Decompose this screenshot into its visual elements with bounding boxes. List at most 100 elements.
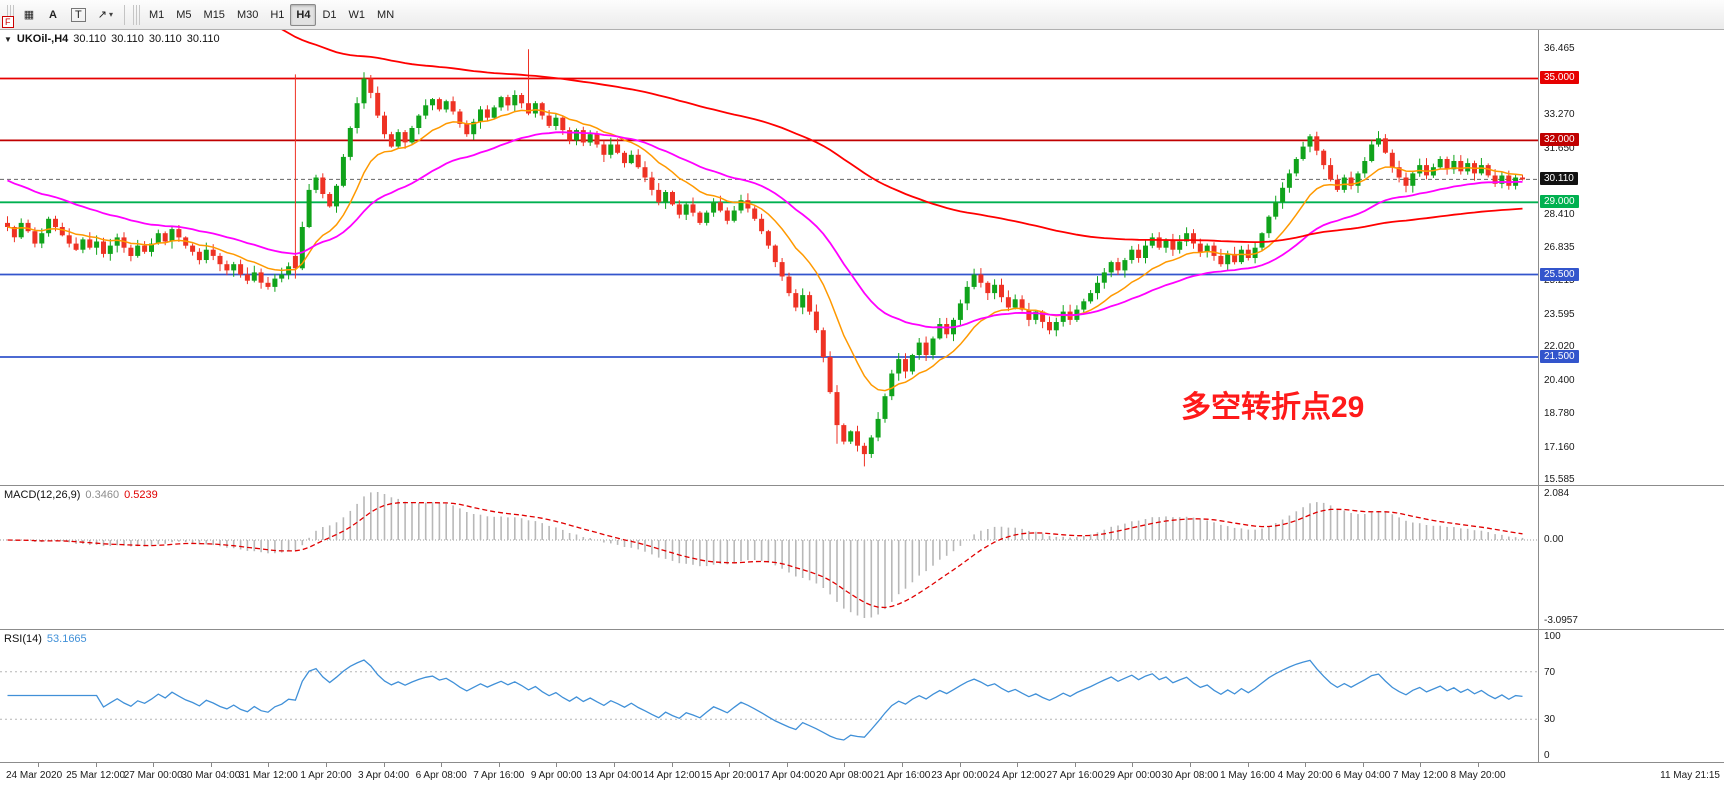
time-axis-tick [671,763,673,767]
price-axis-label: 23.595 [1544,308,1575,320]
chart-header: ▼ UKOil-,H4 30.110 30.110 30.110 30.110 [4,33,220,45]
time-axis-tick [902,763,903,767]
time-axis-label: 17 Apr 04:00 [758,770,816,781]
hline-price-badge: 21.500 [1540,350,1579,364]
ma-slow-line [281,30,1523,244]
text-label-tool-button[interactable]: A [41,4,65,26]
toolbar-separator [123,4,125,25]
time-axis-label: 31 Mar 12:00 [238,770,298,781]
time-axis-tick [556,763,558,767]
rsi-axis-label: 70 [1544,666,1556,678]
text-tool-button[interactable]: T [65,4,92,26]
macd-canvas [0,486,1538,629]
high-value: 30.110 [111,33,144,45]
rsi-axis-label: 30 [1544,714,1556,726]
time-axis-tick [210,763,212,767]
time-axis-tick [1362,763,1364,767]
time-axis-label: 27 Mar 00:00 [123,770,183,781]
time-axis-tick [1478,763,1479,767]
drawing-tools-group: ▦ A T ↗ ▾ [17,4,119,26]
price-axis-label: 28.410 [1544,209,1575,221]
price-axis-label: 26.835 [1544,241,1575,253]
macd-axis[interactable]: 2.084 0.00 -3.0957 [1538,486,1608,629]
collapse-chevron-icon[interactable]: ▼ [4,34,12,44]
text-tool-icon: T [71,7,86,22]
price-axis[interactable]: 36.465 33.270 31.650 28.410 26.835 25.215 23.5… [1538,30,1608,485]
timeframe-w1-button[interactable]: W1 [348,8,366,21]
current-price-badge: 30.110 [1540,172,1578,186]
hline-price-badge: 25.500 [1540,267,1579,281]
chevron-down-icon: ▾ [108,10,113,19]
time-axis-label: 1 May 16:00 [1220,770,1276,781]
time-axis[interactable]: 24 Mar 2020 25 Mar 12:00 27 Mar 00:00 30 Ma… [0,763,1724,793]
rsi-line [7,659,1523,741]
macd-histogram [13,492,1524,618]
time-axis-label: 24 Mar 2020 [6,770,63,781]
macd-pane[interactable]: MACD(12,26,9) 0.3460 0.5239 2.084 0.00 -3.… [0,486,1724,630]
time-axis-tick [326,763,327,767]
fast-nav-tab[interactable]: F [2,16,14,28]
time-axis-label: 25 Mar 12:00 [66,770,126,781]
rsi-axis-label: 100 [1544,631,1561,642]
timeframe-h1-button[interactable]: H1 [270,8,285,21]
time-axis-label: 21 Apr 16:00 [873,770,931,781]
time-axis-label: 29 Apr 00:00 [1104,770,1161,781]
timeframe-m30-button[interactable]: M30 [236,8,259,21]
macd-signal-value: 0.5239 [124,489,158,501]
timeframe-m1-button[interactable]: M1 [148,8,165,21]
rsi-axis-label: 0 [1544,750,1550,761]
time-axis-tick [498,763,500,767]
ma-fast-line [7,109,1523,392]
rsi-header: RSI(14) 53.1665 [4,633,87,645]
timeframe-m5-button[interactable]: M5 [176,8,192,21]
time-axis-tick [38,763,39,767]
hline-price-badge: 35.000 [1540,71,1579,85]
time-axis-tick [959,763,961,767]
timeframes-group: M1 M5 M15 M30 H1 H4 D1 W1 MN [143,3,400,26]
chart-grid-icon: ▦ [23,9,35,21]
time-axis-label: 30 Apr 08:00 [1161,770,1219,781]
price-axis-label: 20.400 [1544,374,1575,386]
toolbar-grip[interactable] [7,4,14,25]
time-axis-label: 3 Apr 04:00 [358,770,410,781]
price-chart-canvas[interactable]: 多空转折点29 [0,30,1538,486]
main-chart-pane[interactable]: 多空转折点29 ▼ UKOil-,H4 30.110 30.110 30.110… [0,30,1724,486]
timeframe-m15-button[interactable]: M15 [203,8,225,21]
chart-grid-button[interactable]: ▦ [17,4,41,26]
time-axis-tick [1305,763,1307,767]
low-value: 30.110 [148,33,182,45]
horizontal-lines[interactable] [0,77,1538,358]
timeframe-d1-button[interactable]: D1 [322,8,337,21]
time-axis-tick [383,763,385,767]
price-axis-label: 15.585 [1544,474,1575,486]
time-axis-tick [1190,763,1191,767]
price-axis-label: 17.160 [1544,441,1575,453]
rsi-axis[interactable]: 100 70 30 0 [1538,630,1608,762]
macd-axis-label: 0.00 [1544,533,1564,545]
time-axis-label: 15 Apr 20:00 [700,770,758,781]
macd-header: MACD(12,26,9) 0.3460 0.5239 [4,489,158,501]
timeframe-mn-button[interactable]: MN [377,8,395,21]
time-axis-tick [153,763,155,767]
rsi-title: RSI(14) [4,633,42,645]
macd-axis-label: 2.084 [1544,488,1570,499]
time-axis-label: 7 May 12:00 [1392,770,1448,781]
chart-annotation-text[interactable]: 多空转折点29 [1181,391,1364,424]
time-axis-label: 4 May 20:00 [1277,770,1333,781]
time-axis-tick [1132,763,1134,767]
time-axis-tick [1074,763,1076,767]
time-axis-label: 13 Apr 04:00 [585,770,643,781]
open-value: 30.110 [73,33,107,45]
shapes-tool-button[interactable]: ↗ ▾ [92,4,119,26]
symbol-timeframe-label: UKOil-,H4 [16,33,69,45]
hline-price-badge: 32.000 [1540,133,1579,147]
rsi-pane[interactable]: RSI(14) 53.1665 100 70 30 0 [0,630,1724,763]
close-value: 30.110 [186,33,220,45]
hline-price-badge: 29.000 [1540,195,1579,209]
time-axis-tick [268,763,270,767]
toolbar-grip[interactable] [132,4,140,25]
timeframe-h4-button[interactable]: H4 [290,3,317,26]
macd-axis-label: -3.0957 [1544,615,1578,626]
time-axis-tick [1017,763,1019,767]
